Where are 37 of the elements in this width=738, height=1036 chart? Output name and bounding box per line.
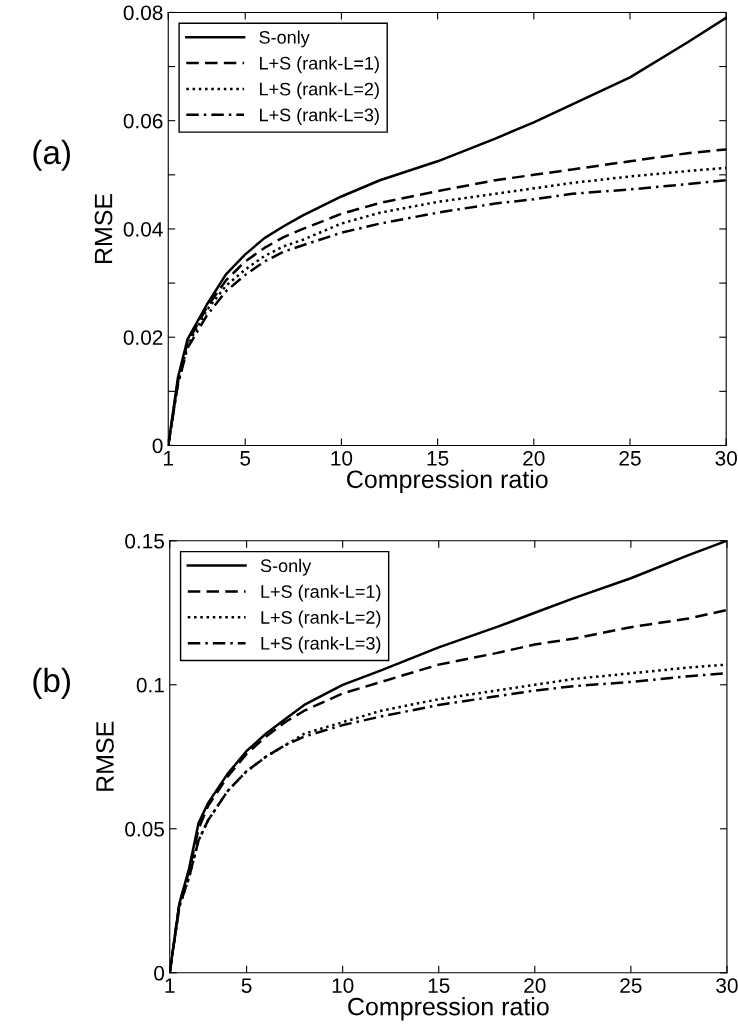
legend-label: L+S (rank-L=2) — [260, 82, 379, 100]
x-axis-title: Compression ratio — [347, 469, 548, 494]
x-tick-label: 1 — [165, 978, 175, 993]
y-axis-title: RMSE — [96, 721, 114, 791]
x-tick-label: 5 — [241, 978, 252, 993]
x-tick-label: 25 — [620, 978, 642, 993]
x-tick-label: 10 — [331, 450, 353, 466]
x-tick-label: 10 — [332, 978, 354, 993]
legend-label: L+S (rank-L=1) — [261, 584, 381, 602]
x-tick-label: 20 — [523, 450, 545, 466]
legend-label: L+S (rank-L=3) — [261, 636, 381, 654]
x-tick-label: 15 — [427, 451, 449, 466]
y-tick-label: 0.05 — [125, 821, 165, 837]
y-tick-label: 0 — [154, 965, 165, 981]
x-tick-label: 30 — [715, 450, 737, 466]
legend-label: S-only — [259, 30, 310, 48]
x-tick-label: 5 — [240, 451, 251, 466]
legend-label: L+S (rank-L=3) — [260, 108, 379, 125]
y-axis-title: RMSE — [94, 193, 113, 264]
x-tick-label: 25 — [619, 450, 641, 466]
x-tick-label: 1 — [164, 451, 174, 466]
legend-label: L+S (rank-L=2) — [261, 610, 381, 628]
y-tick-label: 0.04 — [123, 221, 163, 237]
y-tick-label: 0 — [152, 438, 163, 454]
y-tick-label: 0.02 — [123, 330, 163, 345]
legend-label: L+S (rank-L=1) — [260, 56, 379, 74]
legend-label: S-only — [260, 558, 312, 576]
y-tick-label: 0.08 — [123, 5, 163, 21]
text: (b) — [33, 667, 70, 699]
y-tick-label: 0.06 — [123, 113, 163, 129]
text: (a) — [33, 139, 70, 171]
x-tick-label: 30 — [716, 978, 738, 993]
y-tick-label: 0.1 — [136, 677, 164, 693]
x-axis-title: Compression ratio — [348, 997, 549, 1021]
y-tick-label: 0.15 — [125, 533, 165, 549]
x-tick-label: 15 — [428, 978, 450, 993]
x-tick-label: 20 — [524, 978, 546, 993]
